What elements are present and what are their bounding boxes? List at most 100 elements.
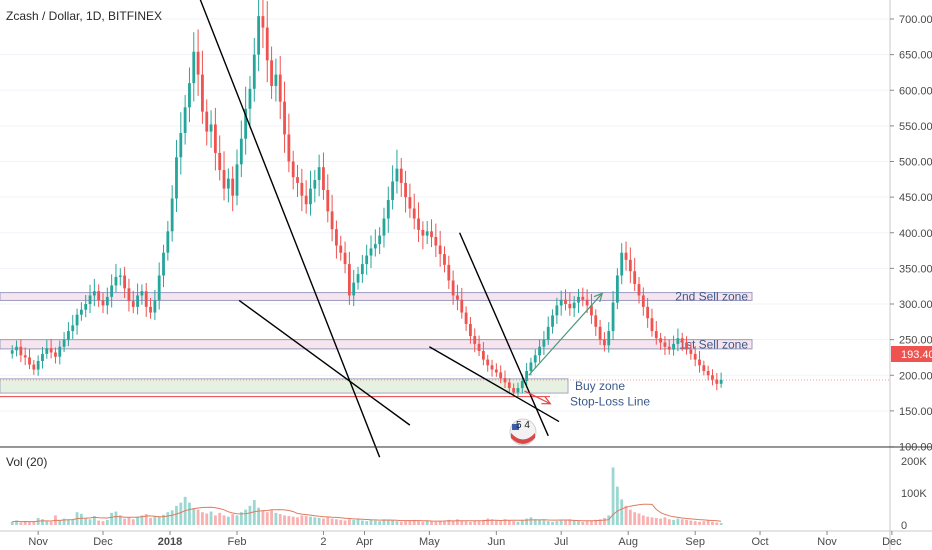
price-badge-bg <box>891 346 932 362</box>
volume-bar <box>590 520 593 525</box>
volume-bar <box>265 512 269 525</box>
volume-bar <box>49 521 53 525</box>
candle-body <box>430 231 433 238</box>
volume-bar <box>84 517 88 525</box>
volume-bar <box>261 510 265 525</box>
candle-body <box>512 388 516 393</box>
projection-arrow[interactable] <box>528 292 603 376</box>
candle-body <box>425 231 429 236</box>
candle-body <box>131 301 135 307</box>
candle-body <box>291 161 295 178</box>
volume-bar <box>360 520 364 525</box>
volume-bar <box>693 521 697 525</box>
candle-body <box>434 237 438 246</box>
candle-body <box>572 302 576 309</box>
volume-bar <box>110 512 114 525</box>
volume-bar <box>481 519 485 525</box>
candle-body <box>45 348 49 354</box>
candle-body <box>58 346 62 357</box>
volume-bar <box>460 520 464 525</box>
candle-body <box>317 167 321 181</box>
volume-bar <box>170 510 174 525</box>
candle-body <box>507 382 511 389</box>
volume-bar <box>676 518 680 525</box>
volume-bar <box>507 520 511 525</box>
candle-body <box>226 178 230 189</box>
candle-body <box>218 152 222 171</box>
volume-bar <box>291 516 295 525</box>
candle-body <box>23 355 27 358</box>
candle-body <box>417 218 420 230</box>
volume-bar <box>624 505 628 525</box>
price-tick-label: 700.00 <box>899 14 932 26</box>
candle-body <box>36 361 40 370</box>
candle-body <box>239 138 243 165</box>
time-axis[interactable]: Nov Dec 2018 Feb 2 Apr May Jun Jul Aug Sep Oct Nov De… <box>28 531 902 548</box>
time-tick-label: Jul <box>554 536 568 548</box>
candle-body <box>538 346 541 356</box>
volume-axis[interactable]: 200K 100K 0 <box>901 456 927 532</box>
candle-body <box>92 291 96 296</box>
volume-bar <box>149 517 152 525</box>
candle-body <box>79 309 83 315</box>
volume-bar <box>719 523 723 525</box>
volume-bar <box>404 521 407 525</box>
volume-bar <box>175 505 178 525</box>
candle-body <box>265 27 269 61</box>
candle-body <box>525 370 529 381</box>
trendline[interactable] <box>458 232 549 437</box>
candle-body <box>698 359 701 366</box>
candle-body <box>166 231 170 253</box>
volume-bar <box>248 505 252 525</box>
volume-bar <box>555 521 559 525</box>
candle-body <box>611 302 615 332</box>
candle-body <box>19 346 23 356</box>
volume-bar <box>594 519 598 525</box>
candle-body <box>313 180 317 189</box>
volume-bar <box>41 519 44 525</box>
volume-bar <box>499 521 503 525</box>
volume-bar <box>58 520 62 525</box>
candle-body <box>685 342 688 350</box>
trendline[interactable] <box>238 299 411 426</box>
buy-zone <box>0 378 569 394</box>
volume-bar <box>417 521 420 525</box>
flag-badge-icon[interactable]: 5 4 <box>509 418 537 446</box>
candle-body <box>650 318 654 332</box>
candle-body <box>235 164 239 196</box>
trendline[interactable] <box>198 0 381 458</box>
volume-bar <box>373 520 377 525</box>
volume-bar <box>456 519 459 525</box>
volume-bar <box>659 518 663 525</box>
volume-bar <box>118 515 122 525</box>
candle-body <box>105 296 109 306</box>
chart-title: Zcash / Dollar, 1D, BITFINEX <box>6 9 162 23</box>
volume-bar <box>568 519 572 525</box>
candle-body <box>477 343 481 352</box>
stop-arrow[interactable] <box>524 390 551 405</box>
volume-bar <box>257 507 261 525</box>
volume-bar <box>477 521 481 525</box>
time-tick-label: Oct <box>751 536 768 548</box>
trendline[interactable] <box>429 346 560 423</box>
volume-bar <box>369 519 373 525</box>
volume-bar <box>326 517 330 525</box>
candle-body <box>382 218 386 236</box>
candle-body <box>123 275 127 289</box>
volume-bar <box>689 520 693 525</box>
volume-bar <box>533 519 537 525</box>
volume-bar <box>45 521 49 525</box>
price-badge-value: 193.40 <box>901 349 932 361</box>
sell-zone <box>0 339 753 350</box>
volume-bar <box>317 517 321 525</box>
volume-bar <box>162 514 165 525</box>
volume-bar <box>131 519 135 525</box>
candle-body <box>520 380 524 389</box>
price-axis[interactable]: 700.00 650.00 600.00 550.00 500.00 450.00 400.… <box>890 14 932 454</box>
candle-body <box>304 195 308 205</box>
candle-body <box>469 323 472 337</box>
volume-bar <box>447 519 451 525</box>
candle-body <box>486 359 490 366</box>
